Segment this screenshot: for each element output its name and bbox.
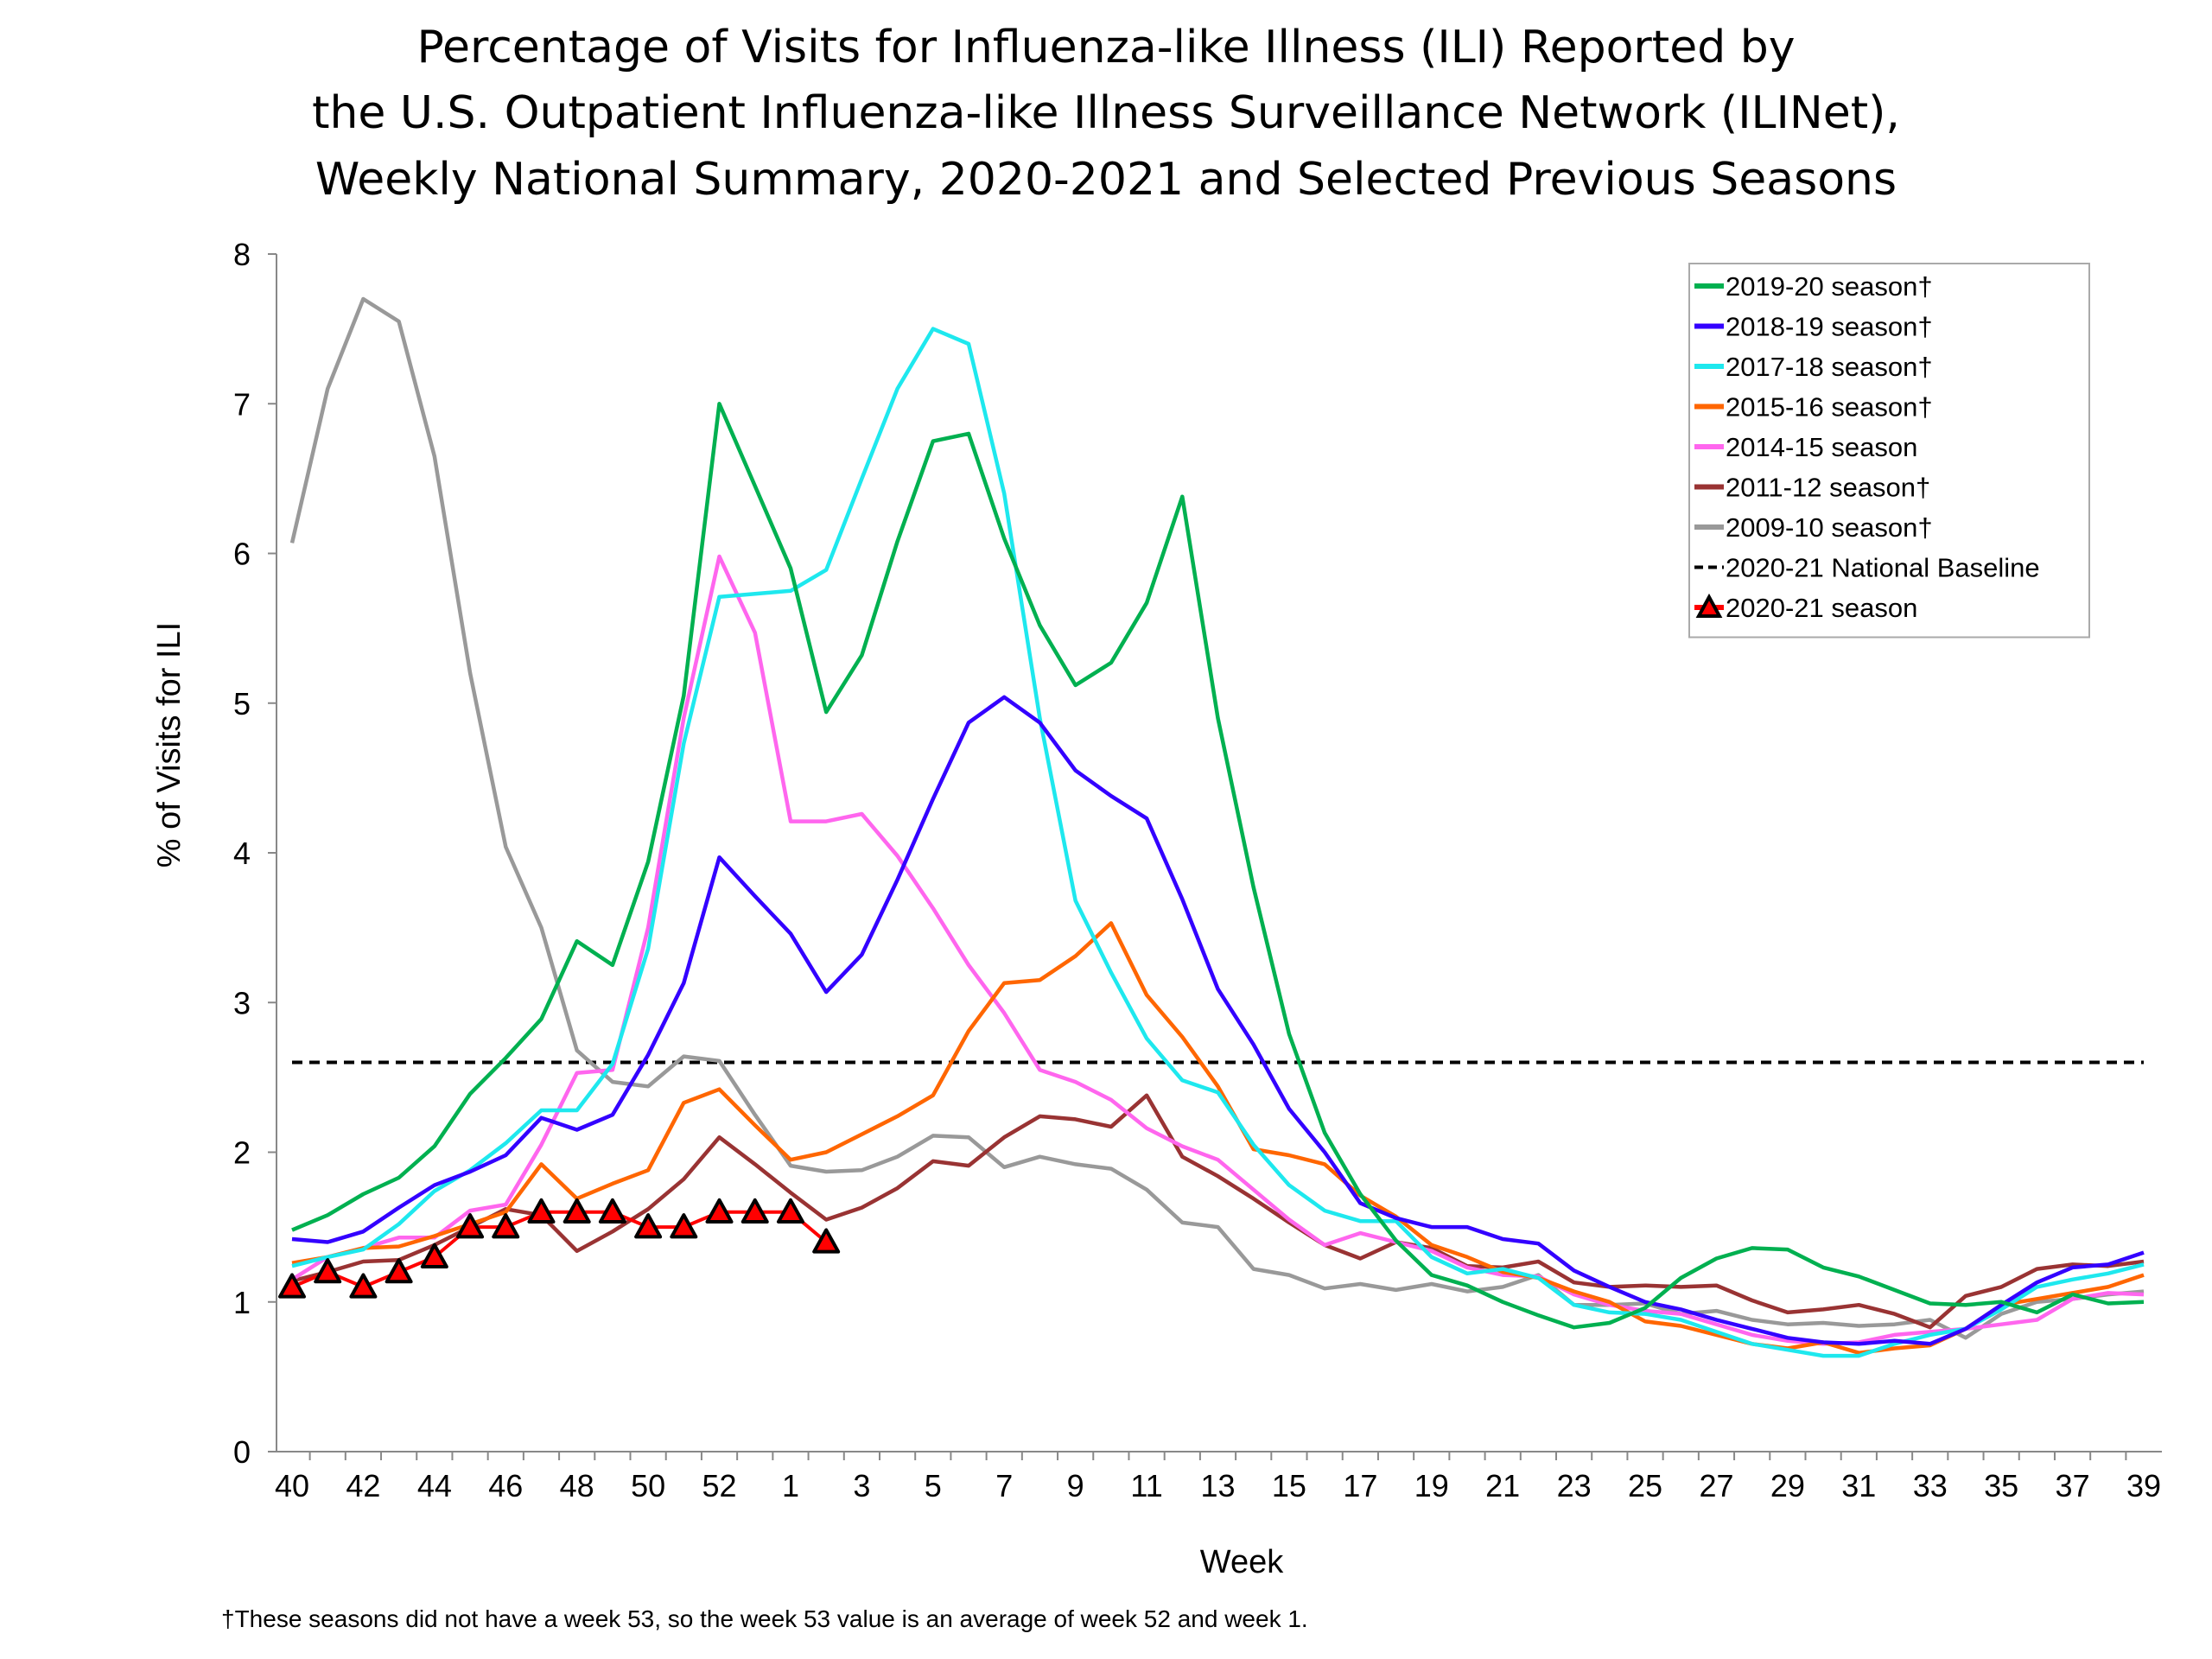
legend-item: 2018-19 season†: [1694, 312, 1933, 342]
x-tick-label: 25: [1628, 1468, 1662, 1503]
data-point-triangle: [349, 1273, 378, 1299]
legend-label: 2018-19 season†: [1726, 312, 1933, 342]
legend-item: 2015-16 season†: [1694, 392, 1933, 423]
x-tick-label: 7: [995, 1468, 1013, 1503]
legend-item: 2020-21 season: [1694, 593, 1917, 623]
series-line-2018-19: [291, 695, 2145, 1346]
title-line-1: Percentage of Visits for Influenza-like …: [416, 22, 1795, 73]
legend-label: 2020-21 season: [1726, 593, 1917, 623]
y-tick-label: 3: [233, 985, 251, 1020]
x-tick-label: 40: [275, 1468, 309, 1503]
x-tick-label: 9: [1067, 1468, 1084, 1503]
x-tick-label: 1: [782, 1468, 799, 1503]
x-tick-label: 23: [1557, 1468, 1592, 1503]
legend-item: 2014-15 season: [1694, 432, 1917, 462]
legend-item: 2009-10 season†: [1694, 512, 1933, 543]
y-tick-label: 5: [233, 686, 251, 721]
x-tick-label: 52: [702, 1468, 737, 1503]
legend-box: [1688, 263, 2090, 639]
x-tick-label: 15: [1272, 1468, 1306, 1503]
series-line-2019-20: [291, 402, 2145, 1330]
y-tick-label: 0: [233, 1434, 251, 1470]
legend-label: 2009-10 season†: [1726, 512, 1933, 543]
title-line-3: Weekly National Summary, 2020-2021 and S…: [315, 154, 1897, 206]
series-line-2020-21: [291, 1210, 828, 1289]
y-tick-label: 7: [233, 386, 251, 422]
x-tick-label: 50: [631, 1468, 665, 1503]
y-tick-label: 2: [233, 1135, 251, 1171]
y-tick-label: 6: [233, 537, 251, 572]
data-point-triangle: [598, 1198, 626, 1224]
x-tick-label: 27: [1699, 1468, 1733, 1503]
x-tick-label: 39: [2126, 1468, 2161, 1503]
y-tick-label: 1: [233, 1285, 251, 1320]
x-tick-label: 48: [560, 1468, 594, 1503]
legend-item: 2019-20 season†: [1694, 271, 1933, 302]
legend-label: 2011-12 season†: [1726, 473, 1930, 503]
data-point-triangle: [741, 1198, 769, 1224]
data-point-triangle: [420, 1243, 448, 1268]
series-line-2011-12: [291, 1093, 2145, 1330]
plot-area: [278, 296, 2145, 1358]
x-tick-label: 46: [488, 1468, 523, 1503]
x-tick-label: 35: [1984, 1468, 2018, 1503]
data-point-triangle: [492, 1213, 520, 1239]
x-tick-label: 13: [1200, 1468, 1235, 1503]
title-line-2: the U.S. Outpatient Influenza-like Illne…: [312, 87, 1900, 139]
data-point-triangle: [278, 1273, 306, 1299]
y-tick-label: 8: [233, 237, 251, 272]
legend-label: 2017-18 season†: [1726, 352, 1933, 382]
data-point-triangle: [456, 1213, 485, 1239]
x-tick-label: 3: [853, 1468, 870, 1503]
legend-label: 2014-15 season: [1726, 432, 1917, 462]
legend: 2019-20 season† 2018-19 season† 2017-18 se…: [1688, 263, 2090, 639]
data-point-triangle: [812, 1228, 841, 1254]
legend-triangle-icon: [1695, 593, 1723, 618]
data-point-triangle: [527, 1198, 556, 1224]
x-tick-label: 19: [1414, 1468, 1449, 1503]
chart-title: Percentage of Visits for Influenza-like …: [312, 22, 1900, 206]
y-tick-label: 4: [233, 836, 251, 871]
data-point-triangle: [670, 1213, 698, 1239]
data-point-triangle: [634, 1213, 663, 1239]
legend-label: 2019-20 season†: [1726, 271, 1933, 302]
footnote: †These seasons did not have a week 53, s…: [221, 1605, 1308, 1632]
x-tick-label: 33: [1913, 1468, 1948, 1503]
data-point-triangle: [563, 1198, 591, 1224]
legend-item: 2020-21 National Baseline: [1694, 553, 2040, 583]
x-tick-label: 21: [1485, 1468, 1520, 1503]
data-point-triangle: [385, 1258, 413, 1284]
x-tick-label: 29: [1770, 1468, 1805, 1503]
series-line-2017-18: [291, 327, 2145, 1358]
legend-item: 2011-12 season†: [1694, 473, 1930, 503]
legend-item: 2017-18 season†: [1694, 352, 1933, 382]
data-point-triangle: [314, 1258, 342, 1284]
x-tick-label: 5: [925, 1468, 942, 1503]
x-tick-label: 37: [2056, 1468, 2090, 1503]
x-tick-label: 17: [1343, 1468, 1377, 1503]
x-tick-label: 31: [1841, 1468, 1876, 1503]
y-axis-label: % of Visits for ILI: [151, 622, 188, 868]
data-point-triangle: [705, 1198, 734, 1224]
x-tick-label: 44: [417, 1468, 452, 1503]
x-tick-label: 42: [346, 1468, 380, 1503]
series-line-2015-16: [291, 921, 2145, 1355]
legend-label: 2015-16 season†: [1726, 392, 1933, 423]
x-tick-label: 11: [1130, 1468, 1162, 1503]
data-point-triangle: [776, 1198, 804, 1224]
x-axis-label: Week: [1200, 1544, 1284, 1580]
legend-label: 2020-21 National Baseline: [1726, 553, 2040, 583]
